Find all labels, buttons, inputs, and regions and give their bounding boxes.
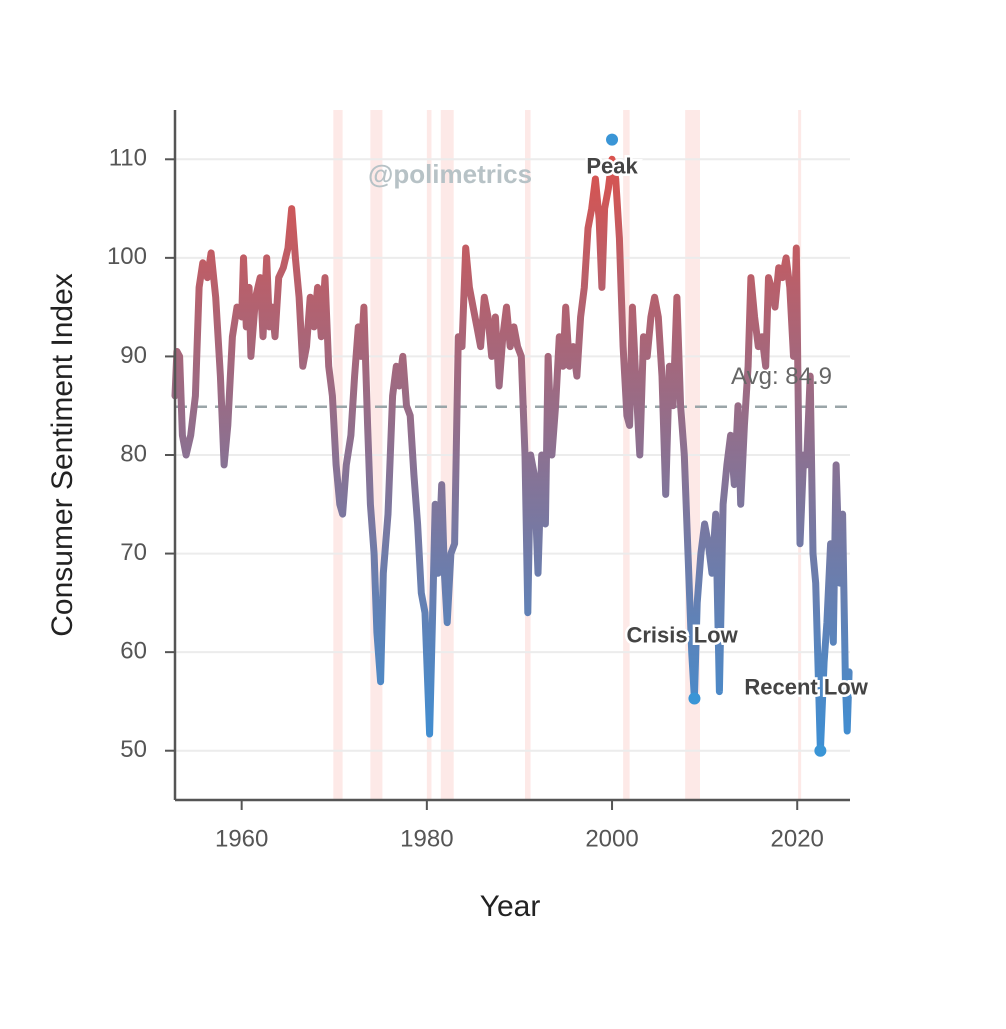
annotation-point [814,744,827,757]
x-tick-label: 2020 [771,825,824,852]
annotation-label: Recent Low [744,675,868,700]
annotation-label: Crisis Low [626,622,738,647]
y-tick-label: 50 [120,736,147,763]
y-tick-label: 60 [120,637,147,664]
x-tick-label: 1980 [400,825,453,852]
y-tick-label: 80 [120,440,147,467]
annotation-point [688,692,701,705]
y-tick-label: 110 [109,145,147,172]
x-axis-label: Year [480,890,541,923]
y-axis-label: Consumer Sentiment Index [46,273,79,637]
watermark: @polimetrics [368,159,532,189]
y-tick-label: 90 [120,342,147,369]
x-tick-label: 1960 [215,825,268,852]
x-tick-label: 2000 [585,825,638,852]
y-tick-label: 100 [107,243,147,270]
average-label: Avg: 84.9 [731,363,832,390]
annotation-point [606,133,619,146]
y-tick-label: 70 [120,539,147,566]
sentiment-line [171,155,853,755]
annotation-label: Peak [586,153,638,178]
